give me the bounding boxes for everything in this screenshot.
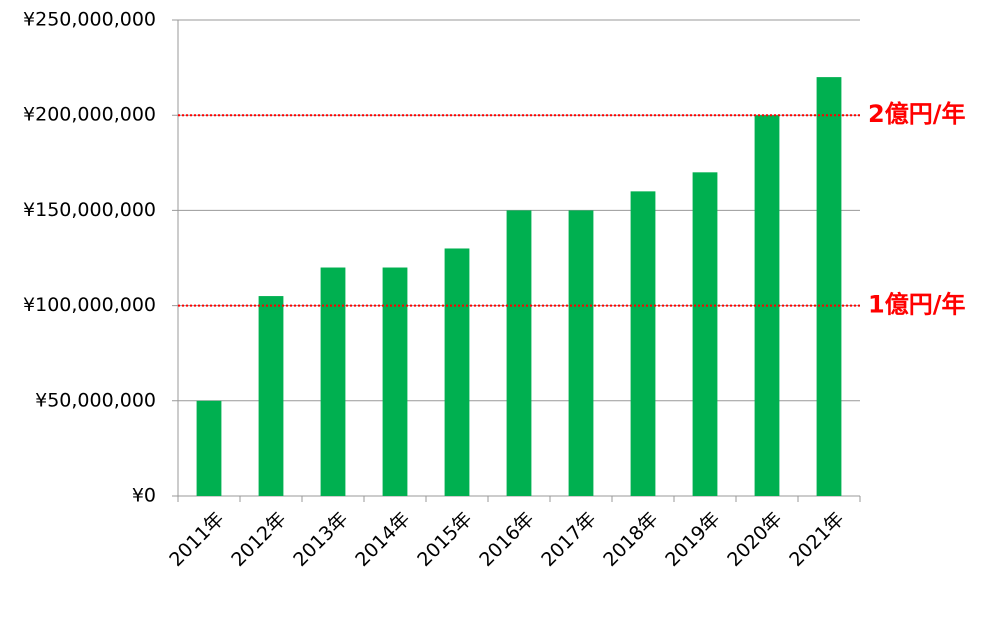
x-tick-label: 2019年: [661, 508, 724, 571]
x-tick-label: 2015年: [413, 508, 476, 571]
x-tick-label: 2021年: [785, 508, 848, 571]
y-tick-label: ¥250,000,000: [23, 9, 156, 31]
x-tick-label: 2017年: [537, 508, 600, 571]
reference-label: 2億円/年: [868, 100, 965, 128]
bar: [630, 191, 656, 497]
y-tick-label: ¥100,000,000: [23, 294, 156, 316]
bar: [692, 172, 718, 496]
y-tick-label: ¥50,000,000: [35, 389, 156, 411]
y-tick-label: ¥200,000,000: [23, 104, 156, 126]
x-tick-label: 2018年: [599, 508, 662, 571]
bar: [506, 210, 532, 496]
y-tick-label: ¥0: [132, 485, 156, 507]
bar: [320, 267, 346, 496]
reference-label: 1億円/年: [868, 291, 965, 319]
bar: [568, 210, 594, 496]
x-tick-label: 2011年: [165, 508, 228, 571]
x-tick-label: 2012年: [227, 508, 290, 571]
bar: [382, 267, 408, 496]
bar: [258, 296, 284, 496]
bar: [196, 400, 222, 496]
y-tick-label: ¥150,000,000: [23, 199, 156, 221]
x-tick-label: 2016年: [475, 508, 538, 571]
x-tick-label: 2020年: [723, 508, 786, 571]
x-tick-label: 2014年: [351, 508, 414, 571]
x-tick-label: 2013年: [289, 508, 352, 571]
bar: [816, 77, 842, 497]
bar: [444, 248, 470, 496]
